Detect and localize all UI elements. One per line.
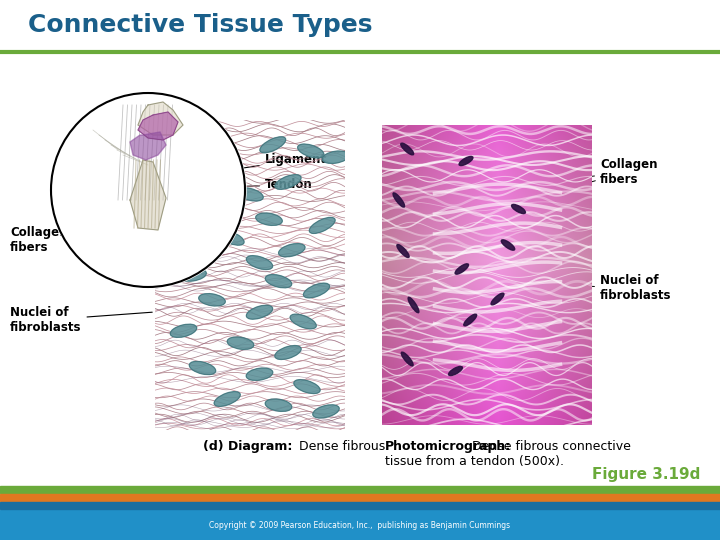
Polygon shape — [130, 132, 166, 160]
Ellipse shape — [303, 283, 330, 298]
Text: Copyright © 2009 Pearson Education, Inc.,  publishing as Benjamin Cummings: Copyright © 2009 Pearson Education, Inc.… — [210, 521, 510, 530]
Ellipse shape — [171, 324, 197, 338]
Polygon shape — [138, 112, 178, 140]
Ellipse shape — [218, 231, 244, 245]
Ellipse shape — [275, 346, 301, 360]
Ellipse shape — [491, 293, 504, 305]
Ellipse shape — [228, 337, 253, 349]
Text: Dense fibrous connective: Dense fibrous connective — [468, 440, 631, 453]
Ellipse shape — [199, 294, 225, 306]
Ellipse shape — [449, 367, 462, 375]
Text: tissue from a tendon (500x).: tissue from a tendon (500x). — [385, 455, 564, 468]
Ellipse shape — [297, 144, 324, 158]
Ellipse shape — [260, 137, 286, 153]
Bar — [0, 0, 720, 50]
Ellipse shape — [189, 206, 215, 220]
Ellipse shape — [397, 245, 409, 258]
Ellipse shape — [459, 157, 473, 166]
Ellipse shape — [401, 352, 413, 366]
Ellipse shape — [256, 213, 282, 225]
Ellipse shape — [237, 188, 264, 201]
Text: Nuclei of
fibroblasts: Nuclei of fibroblasts — [558, 274, 672, 302]
Bar — [0, 494, 720, 501]
Text: Ligament: Ligament — [233, 153, 327, 170]
Text: Tendon: Tendon — [225, 179, 312, 192]
Ellipse shape — [189, 361, 216, 375]
Polygon shape — [130, 160, 166, 230]
Ellipse shape — [279, 244, 305, 256]
Text: Collagen
fibers: Collagen fibers — [10, 226, 152, 254]
Text: Figure 3.19d: Figure 3.19d — [592, 467, 700, 482]
Ellipse shape — [511, 205, 526, 213]
Ellipse shape — [290, 314, 316, 329]
Ellipse shape — [455, 264, 469, 274]
Text: Nuclei of
fibroblasts: Nuclei of fibroblasts — [10, 306, 152, 334]
Text: Collagen
fibers: Collagen fibers — [563, 158, 657, 186]
Ellipse shape — [464, 314, 477, 326]
Ellipse shape — [310, 218, 335, 233]
Ellipse shape — [265, 275, 292, 288]
Text: Connective Tissue Types: Connective Tissue Types — [28, 13, 372, 37]
Bar — [0, 486, 720, 493]
Ellipse shape — [294, 380, 320, 394]
Ellipse shape — [214, 392, 240, 406]
Ellipse shape — [401, 143, 414, 155]
Ellipse shape — [393, 193, 405, 207]
Ellipse shape — [246, 255, 273, 269]
Text: (d) Diagram:: (d) Diagram: — [203, 440, 293, 453]
Ellipse shape — [501, 240, 515, 250]
Ellipse shape — [265, 399, 292, 411]
Ellipse shape — [208, 164, 235, 176]
Circle shape — [50, 92, 246, 288]
Ellipse shape — [246, 305, 273, 319]
Ellipse shape — [246, 368, 273, 380]
Polygon shape — [138, 102, 183, 135]
Ellipse shape — [323, 151, 348, 164]
Ellipse shape — [180, 269, 206, 281]
Bar — [0, 510, 720, 540]
Ellipse shape — [312, 405, 339, 418]
Bar — [0, 502, 720, 509]
Text: Dense fibrous: Dense fibrous — [295, 440, 385, 453]
Ellipse shape — [408, 298, 419, 313]
Ellipse shape — [275, 174, 301, 190]
Text: Photomicrograph:: Photomicrograph: — [385, 440, 511, 453]
